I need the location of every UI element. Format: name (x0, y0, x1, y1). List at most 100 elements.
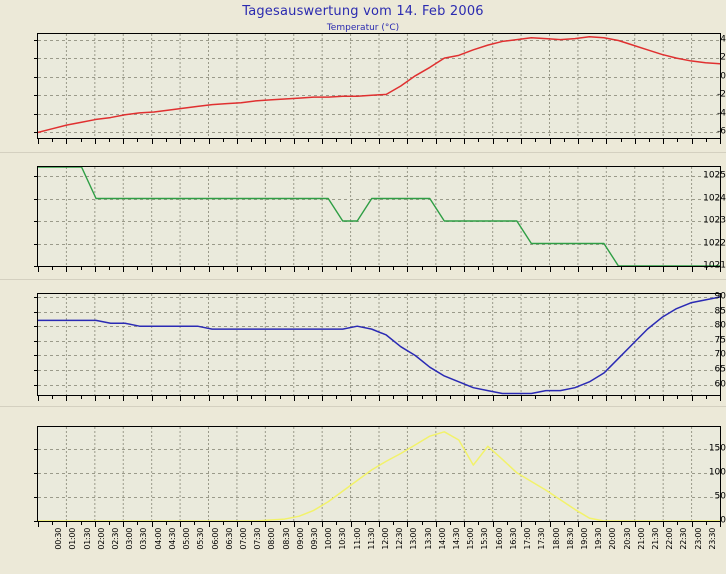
x-axis-tick-label: 03:30 (139, 528, 149, 550)
panel-divider (0, 152, 726, 153)
panel-divider (0, 406, 726, 407)
x-axis-tick-label: 11:30 (366, 528, 376, 550)
x-axis-tick-strip (37, 139, 721, 144)
y-axis-tick-label: 70 (714, 349, 726, 360)
x-axis-tick-label: 16:30 (508, 528, 518, 550)
y-axis-tick-label: 0 (720, 515, 726, 526)
y-axis-tick-mark (34, 266, 37, 267)
y-axis-tick-mark (34, 132, 37, 133)
plot-area (37, 426, 721, 522)
x-axis-tick-label: 18:30 (565, 528, 575, 550)
data-series-line (38, 431, 720, 521)
x-axis-tick-label: 09:00 (295, 528, 305, 550)
x-axis-tick-strip (37, 396, 721, 401)
y-axis-tick-mark (34, 176, 37, 177)
y-axis-tick-label: 65 (714, 364, 726, 375)
y-axis-tick-label: 50 (714, 491, 726, 502)
x-axis-tick-strip (37, 267, 721, 272)
y-axis-tick-label: 85 (714, 306, 726, 317)
y-axis-tick-mark (34, 497, 37, 498)
y-axis-tick-label: 150 (708, 443, 726, 454)
x-axis-tick-label: 18:00 (551, 528, 561, 550)
x-axis-tick-label: 13:30 (423, 528, 433, 550)
y-axis-tick-label: 90 (714, 291, 726, 302)
x-axis-tick-label: 05:00 (182, 528, 192, 550)
y-axis-tick-label: -4 (717, 108, 726, 119)
y-axis-tick-label: 1021 (703, 260, 726, 271)
plot-area (37, 166, 721, 267)
x-axis-tick-label: 23:00 (693, 528, 703, 550)
chart-canvas (38, 294, 720, 395)
y-axis-tick-label: 60 (714, 379, 726, 390)
y-axis-tick-label: -2 (717, 89, 726, 100)
grid-lines (38, 34, 720, 138)
y-axis-tick-label: 1023 (703, 215, 726, 226)
y-axis-tick-mark (34, 326, 37, 327)
y-axis-tick-mark (34, 370, 37, 371)
y-axis-tick-mark (34, 297, 37, 298)
x-axis-tick-label: 08:00 (267, 528, 277, 550)
x-axis-tick-label: 05:30 (196, 528, 206, 550)
y-axis-tick-label: 2 (720, 52, 726, 63)
x-axis-tick-label: 22:00 (665, 528, 675, 550)
y-axis-tick-mark (34, 312, 37, 313)
x-axis-tick-label: 19:00 (579, 528, 589, 550)
y-axis-tick-mark (34, 114, 37, 115)
x-axis-tick-label: 07:30 (253, 528, 263, 550)
x-axis-tick-label: 01:00 (68, 528, 78, 550)
x-axis-tick-label: 14:00 (437, 528, 447, 550)
y-axis-tick-mark (34, 40, 37, 41)
x-axis-tick-label: 11:00 (352, 528, 362, 550)
plot-area (37, 33, 721, 139)
x-axis-tick-label: 00:30 (54, 528, 64, 550)
x-axis-tick-label: 06:00 (210, 528, 220, 550)
x-axis-tick-label: 23:30 (707, 528, 717, 550)
data-series-line (38, 296, 720, 395)
x-axis-tick-label: 16:00 (494, 528, 504, 550)
x-axis-tick-label: 13:00 (409, 528, 419, 550)
chart-canvas (38, 427, 720, 521)
x-axis-tick-label: 15:30 (480, 528, 490, 550)
x-axis-tick-label: 21:30 (650, 528, 660, 550)
y-axis-tick-label: 4 (720, 34, 726, 45)
x-axis-tick-label: 17:30 (537, 528, 547, 550)
panel-title-temperature: Temperatur (°C) (326, 23, 400, 33)
y-axis-tick-label: 1025 (703, 170, 726, 181)
y-axis-tick-mark (34, 199, 37, 200)
x-axis-tick-label: 20:30 (622, 528, 632, 550)
x-axis-tick-labels: 00:30 01:00 01:30 02:00 02:30 03:00 03:30 04:00… (0, 528, 726, 574)
y-axis-tick-label: 1024 (703, 193, 726, 203)
x-axis-tick-label: 02:00 (96, 528, 106, 550)
x-axis-tick-label: 08:30 (281, 528, 291, 550)
y-axis-tick-mark (34, 449, 37, 450)
grid-lines (38, 167, 720, 266)
x-axis-tick-label: 20:00 (608, 528, 618, 550)
x-axis-tick-label: 04:30 (167, 528, 177, 550)
y-axis-tick-label: 75 (714, 335, 726, 346)
y-axis-tick-mark (34, 521, 37, 522)
y-axis-tick-label: -6 (717, 126, 726, 137)
chart-canvas (38, 34, 720, 138)
y-axis-tick-mark (34, 385, 37, 386)
plot-area (37, 293, 721, 396)
x-axis-tick-label: 07:00 (238, 528, 248, 550)
x-axis-tick-label: 03:00 (125, 528, 135, 550)
y-axis-tick-label: 1022 (703, 238, 726, 248)
x-axis-tick-label: 14:30 (452, 528, 462, 550)
y-axis-tick-label: 0 (720, 71, 726, 82)
y-axis-tick-mark (34, 221, 37, 222)
y-axis-tick-mark (34, 58, 37, 59)
y-axis-tick-mark (34, 473, 37, 474)
grid-lines (38, 427, 720, 521)
y-axis-tick-mark (34, 244, 37, 245)
y-axis-tick-mark (34, 355, 37, 356)
x-axis-tick-strip (37, 522, 721, 527)
x-axis-tick-label: 12:00 (381, 528, 390, 550)
x-axis-tick-label: 19:30 (594, 528, 604, 550)
x-axis-tick-label: 22:30 (679, 528, 689, 550)
y-axis-tick-mark (34, 341, 37, 342)
x-axis-tick-label: 01:30 (82, 528, 92, 550)
x-axis-tick-label: 21:00 (636, 528, 646, 550)
data-series-line (38, 167, 720, 266)
